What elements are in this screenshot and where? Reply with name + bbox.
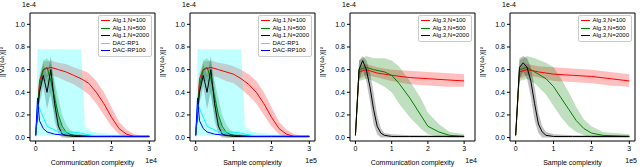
svg-text:Communication complexity: Communication complexity (51, 159, 135, 167)
html-text:1e-4: 1e-4 (502, 1, 516, 8)
html-text:DAC-RP1: DAC-RP1 (112, 39, 139, 46)
svg-text:0.4: 0.4 (495, 89, 505, 96)
svg-text:1.0: 1.0 (15, 21, 25, 28)
svg-text:2: 2 (109, 145, 113, 152)
svg-text:0.8: 0.8 (335, 43, 345, 50)
svg-text:0.4: 0.4 (175, 89, 185, 96)
html-text:1e-4: 1e-4 (182, 1, 196, 8)
svg-text:0: 0 (194, 145, 198, 152)
svg-text:Sample complexity: Sample complexity (543, 159, 602, 167)
html-text:Alg.3,N=500: Alg.3,N=500 (432, 24, 466, 31)
html-text:Alg.1,N=500: Alg.1,N=500 (272, 24, 306, 31)
svg-text:0: 0 (353, 145, 357, 152)
svg-text:0.2: 0.2 (175, 111, 185, 118)
svg-text:0.0: 0.0 (495, 134, 505, 141)
svg-text:0.8: 0.8 (175, 43, 185, 50)
html-text:Alg.3,N=100: Alg.3,N=100 (432, 17, 466, 23)
svg-text:0.2: 0.2 (15, 111, 25, 118)
svg-text:3: 3 (627, 145, 631, 152)
svg-text:1.0: 1.0 (175, 21, 185, 28)
svg-text:0.6: 0.6 (495, 66, 505, 73)
svg-text:0: 0 (514, 145, 518, 152)
svg-text:1.0: 1.0 (495, 21, 505, 28)
svg-text:0.8: 0.8 (15, 43, 25, 50)
svg-text:0.2: 0.2 (335, 111, 345, 118)
svg-text:0.0: 0.0 (335, 134, 345, 141)
svg-text:0.6: 0.6 (175, 66, 185, 73)
svg-text:||∇J(ωₜ)||²: ||∇J(ωₜ)||² (480, 46, 486, 77)
svg-text:3: 3 (307, 145, 311, 152)
svg-text:1: 1 (552, 145, 556, 152)
html-text:Alg.3,N=500: Alg.3,N=500 (592, 24, 626, 31)
svg-text:0.2: 0.2 (495, 111, 505, 118)
svg-text:0.6: 0.6 (15, 66, 25, 73)
html-text:Alg.1,N=2000: Alg.1,N=2000 (272, 32, 309, 38)
html-text:DAC-RP100: DAC-RP100 (272, 47, 306, 53)
html-text:Alg.3,N=100: Alg.3,N=100 (592, 17, 626, 23)
svg-text:2: 2 (426, 145, 430, 152)
html-text:1e-4: 1e-4 (342, 1, 356, 8)
svg-text:Communication complexity: Communication complexity (371, 159, 455, 167)
svg-text:0.4: 0.4 (15, 89, 25, 96)
svg-text:1: 1 (390, 145, 394, 152)
svg-text:0.0: 0.0 (15, 134, 25, 141)
html-text:Alg.3,N=2000: Alg.3,N=2000 (592, 32, 629, 38)
html-text:DAC-RP100: DAC-RP100 (112, 47, 146, 53)
svg-text:1: 1 (72, 145, 76, 152)
html-text:DAC-RP1: DAC-RP1 (272, 39, 299, 46)
svg-text:0.4: 0.4 (335, 89, 345, 96)
svg-text:0.8: 0.8 (495, 43, 505, 50)
svg-text:1: 1 (232, 145, 236, 152)
html-text:1e-4: 1e-4 (22, 1, 36, 8)
html-text:1e4: 1e4 (465, 157, 477, 164)
html-text:Alg.1,N=2000: Alg.1,N=2000 (112, 32, 149, 38)
html-text:1e5: 1e5 (305, 157, 317, 164)
svg-text:3: 3 (462, 145, 466, 152)
svg-text:2: 2 (589, 145, 593, 152)
svg-text:0.0: 0.0 (175, 134, 185, 141)
html-text:Alg.1,N=100: Alg.1,N=100 (112, 17, 146, 23)
html-text:Alg.1,N=100: Alg.1,N=100 (272, 17, 306, 23)
svg-text:2: 2 (269, 145, 273, 152)
html-text:Alg.1,N=500: Alg.1,N=500 (112, 24, 146, 31)
svg-text:0: 0 (34, 145, 38, 152)
html-text:1e4: 1e4 (145, 157, 157, 164)
html-text:1e5: 1e5 (625, 157, 637, 164)
svg-text:||∇J(ωₜ)||²: ||∇J(ωₜ)||² (320, 46, 326, 77)
svg-text:||∇J(ωₜ)||²: ||∇J(ωₜ)||² (160, 46, 166, 77)
svg-text:3: 3 (147, 145, 151, 152)
html-text:Alg.3,N=2000: Alg.3,N=2000 (432, 32, 469, 38)
svg-text:1.0: 1.0 (335, 21, 345, 28)
svg-text:Sample complexity: Sample complexity (223, 159, 282, 167)
svg-text:0.6: 0.6 (335, 66, 345, 73)
